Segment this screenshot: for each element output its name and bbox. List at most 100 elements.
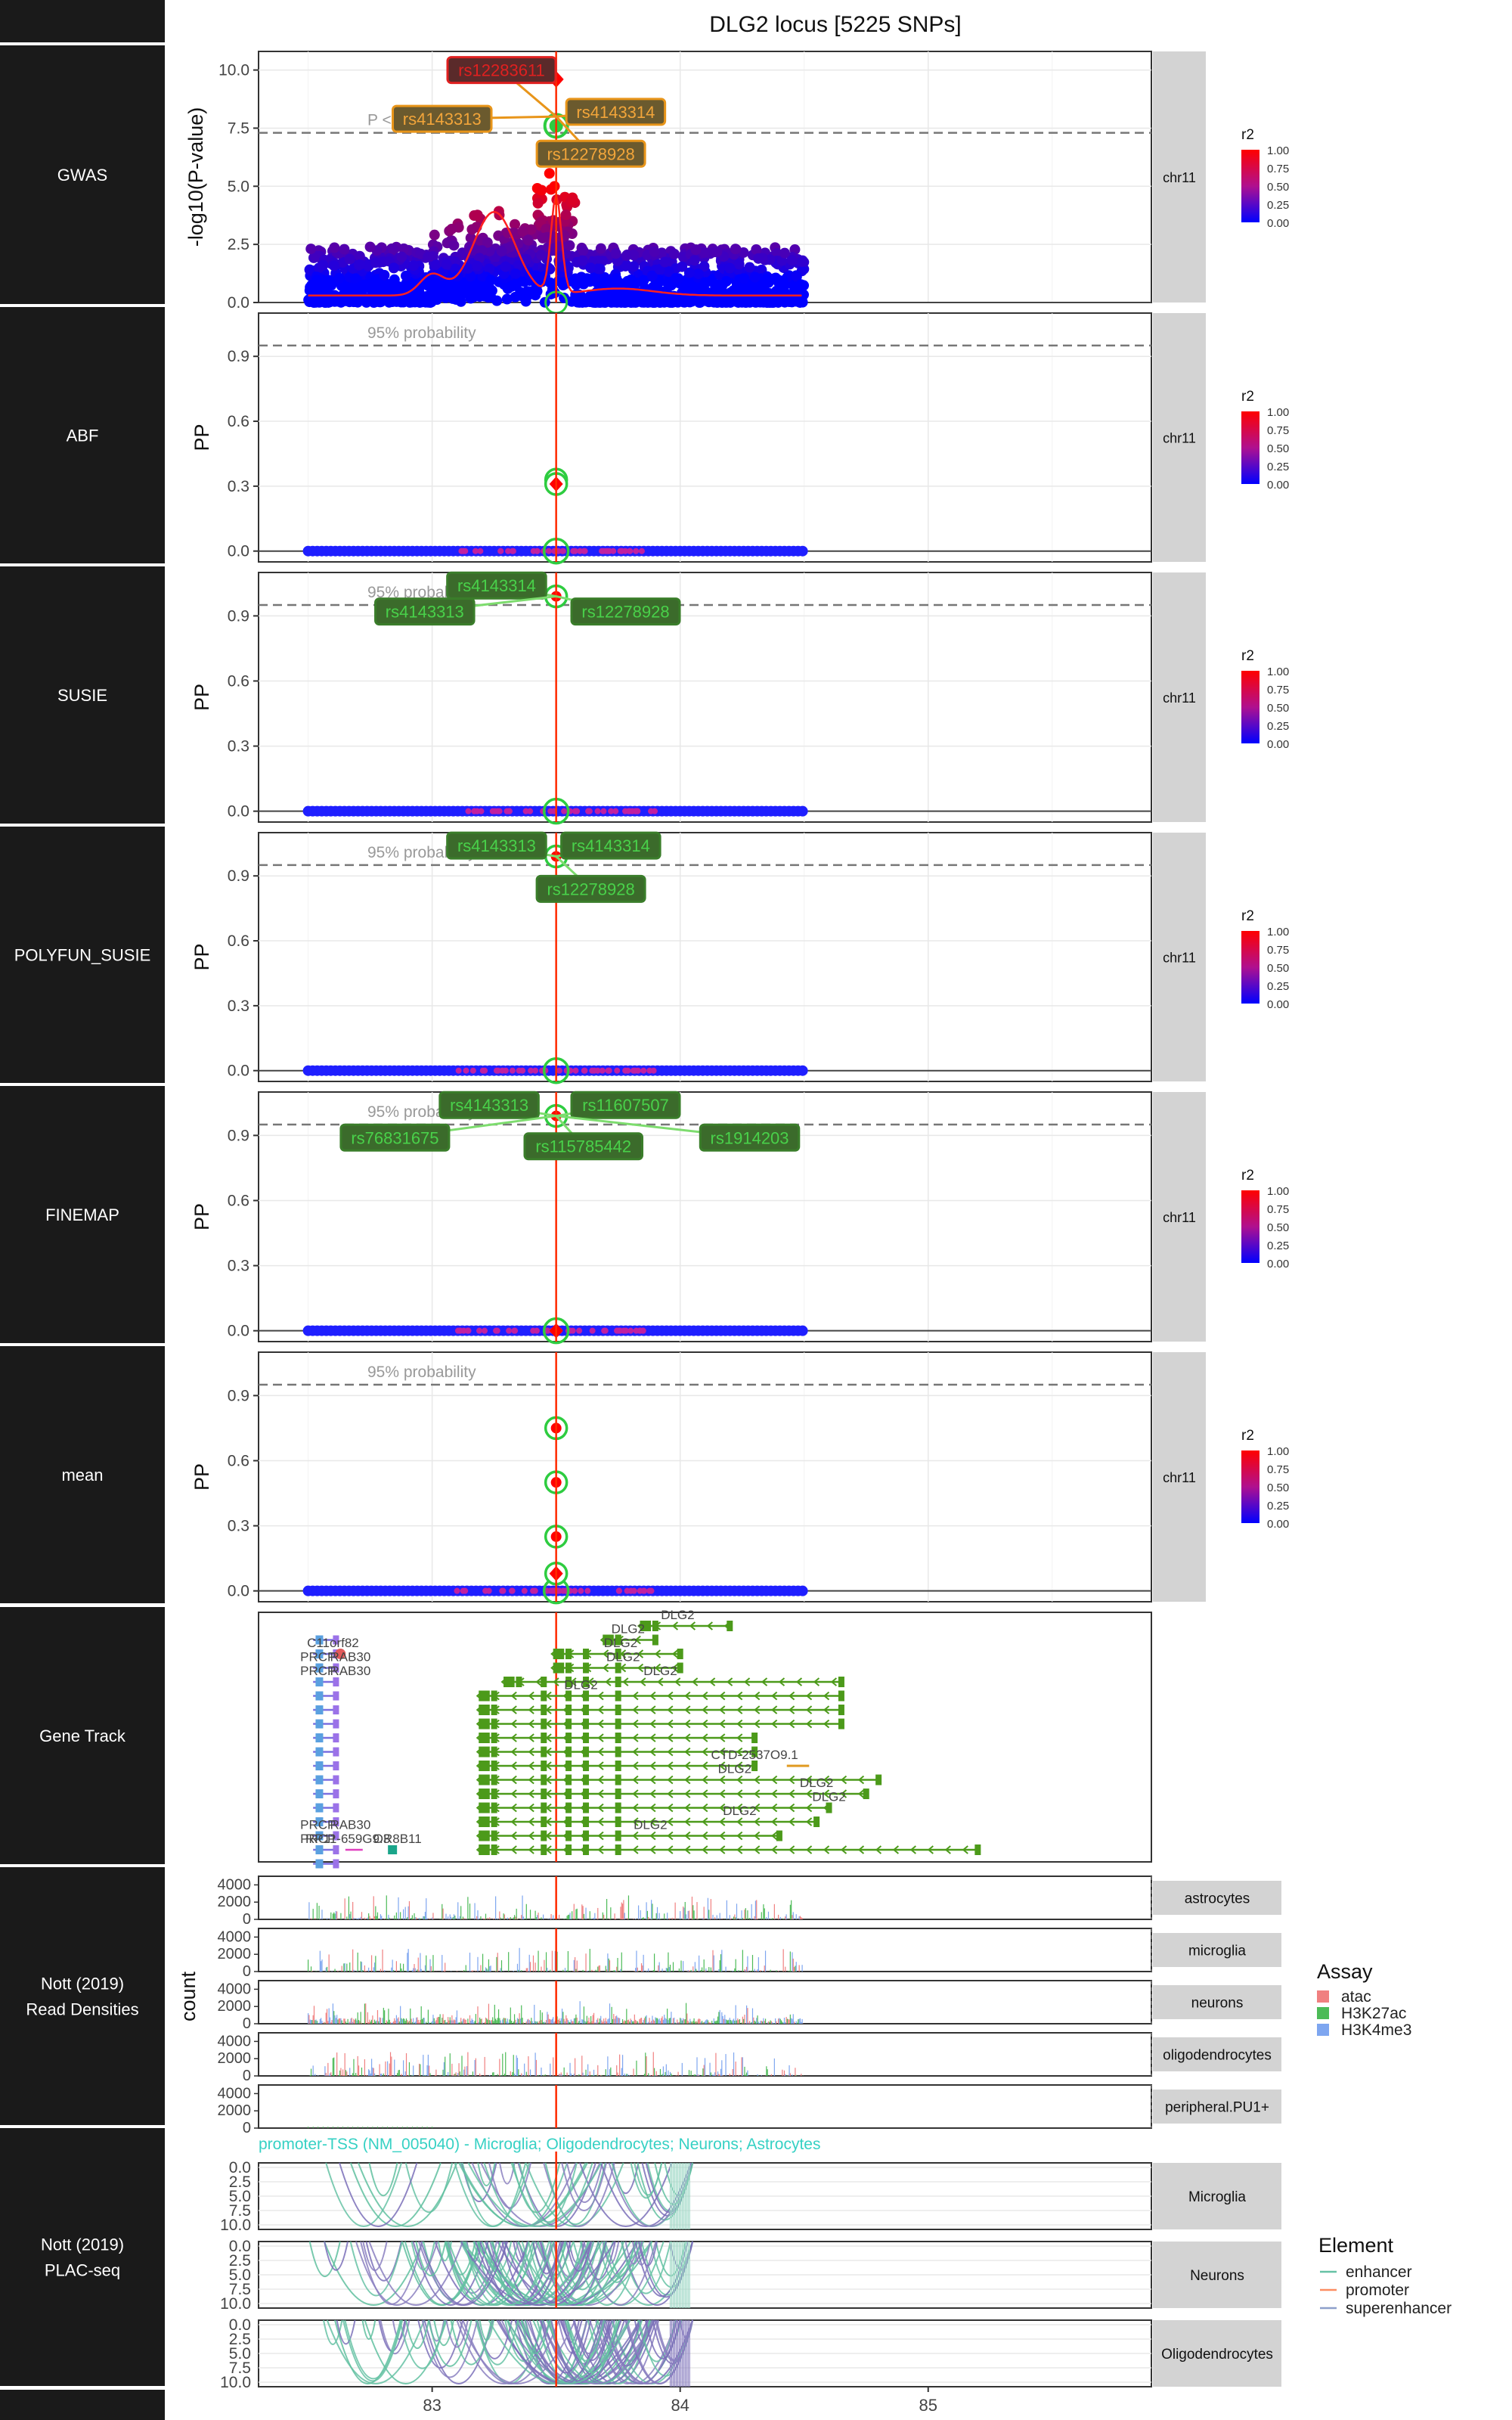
snp-point bbox=[599, 277, 610, 288]
snp-point bbox=[654, 264, 665, 275]
row-strip bbox=[0, 2128, 165, 2386]
snp-point bbox=[544, 168, 555, 179]
snp-point bbox=[512, 277, 523, 288]
facet-label: chr11 bbox=[1163, 170, 1196, 185]
snp-point bbox=[324, 275, 335, 286]
snp-point bbox=[580, 296, 591, 308]
exon bbox=[491, 1718, 497, 1730]
exon bbox=[565, 1761, 572, 1771]
y-axis-label: PP bbox=[191, 684, 213, 711]
snp-points bbox=[302, 805, 808, 817]
snp-point bbox=[496, 246, 507, 257]
gene-label: DLG2 bbox=[800, 1776, 833, 1790]
snp-point bbox=[648, 1587, 655, 1594]
snp-point bbox=[796, 256, 807, 268]
r2-legend: r2 1.00 0.75 0.50 0.25 0.00 bbox=[1241, 648, 1289, 751]
r2-legend-tick: 0.00 bbox=[1267, 1258, 1289, 1270]
snp-point bbox=[549, 181, 560, 192]
label-box bbox=[339, 1123, 451, 1152]
exon bbox=[483, 1718, 490, 1730]
exon bbox=[541, 1802, 547, 1813]
snp-point bbox=[559, 548, 566, 554]
snp-label: rs11607507 bbox=[582, 1096, 669, 1115]
snp-point bbox=[472, 209, 483, 221]
exon bbox=[491, 1746, 497, 1758]
snp-point bbox=[457, 1327, 463, 1334]
snp-point bbox=[505, 548, 512, 554]
exon bbox=[483, 1789, 490, 1799]
snp-point bbox=[477, 548, 484, 554]
exon bbox=[813, 1817, 820, 1827]
snp-points bbox=[303, 168, 810, 308]
y-tick-label: 0.0 bbox=[228, 543, 249, 560]
snp-point bbox=[594, 1067, 601, 1074]
exon bbox=[333, 1677, 339, 1686]
snp-point bbox=[612, 808, 619, 814]
snp-point bbox=[557, 280, 569, 291]
snp-point bbox=[424, 280, 435, 291]
exon bbox=[583, 1844, 590, 1855]
r2-legend-tick: 0.75 bbox=[1267, 684, 1289, 697]
snp-point bbox=[530, 1587, 537, 1594]
row-strip bbox=[0, 1086, 165, 1343]
y-tick-label: 0.9 bbox=[228, 867, 249, 885]
snp-point bbox=[659, 256, 671, 268]
snp-point bbox=[631, 1067, 638, 1074]
snp-labels: rs12283611 rs4143313 rs4143314 rs12278928 bbox=[392, 56, 667, 168]
snp-point bbox=[593, 285, 604, 296]
snp-point bbox=[581, 548, 588, 554]
gene-label: DLG2 bbox=[718, 1762, 751, 1776]
exon bbox=[558, 1662, 565, 1674]
y-tick-label: 4000 bbox=[218, 2033, 252, 2049]
exon bbox=[583, 1733, 590, 1743]
r2-legend-title: r2 bbox=[1241, 1168, 1254, 1184]
row-strip-label: POLYFUN_SUSIE bbox=[14, 946, 151, 965]
snp-point bbox=[638, 548, 645, 554]
exon bbox=[751, 1761, 758, 1771]
exon bbox=[516, 1677, 522, 1687]
snp-point bbox=[499, 1067, 506, 1074]
exon bbox=[565, 1662, 572, 1674]
snp-point bbox=[528, 1067, 534, 1074]
facet-label: microglia bbox=[1188, 1944, 1246, 1959]
exon bbox=[315, 1677, 324, 1686]
y-tick-label: 0.9 bbox=[228, 348, 249, 365]
snp-point bbox=[737, 296, 748, 307]
row-strip bbox=[0, 1867, 165, 2125]
exon bbox=[333, 1691, 339, 1701]
snp-point bbox=[574, 808, 581, 814]
snp-point bbox=[431, 294, 442, 306]
y-tick-label: 0.0 bbox=[228, 1323, 249, 1340]
snp-point bbox=[611, 273, 622, 284]
snp-point bbox=[351, 283, 362, 294]
exon bbox=[315, 1845, 324, 1854]
exon bbox=[483, 1844, 490, 1855]
exon bbox=[838, 1677, 844, 1687]
snp-point bbox=[517, 225, 528, 237]
snp-point bbox=[521, 254, 532, 265]
snp-point bbox=[499, 1587, 506, 1594]
gene-label: DLG2 bbox=[643, 1664, 677, 1678]
snp-point bbox=[624, 1067, 631, 1074]
y-axis-label: -log10(P-value) bbox=[184, 107, 207, 247]
snp-point bbox=[605, 1067, 612, 1074]
snp-point bbox=[590, 296, 601, 308]
snp-point bbox=[677, 261, 688, 272]
exon bbox=[615, 1802, 621, 1813]
row-strip-label: SUSIE bbox=[57, 686, 107, 705]
exon bbox=[615, 1817, 621, 1827]
density-panel bbox=[258, 1876, 1152, 1920]
exon bbox=[838, 1705, 844, 1715]
exon bbox=[315, 1733, 324, 1742]
y-tick-label: 0.0 bbox=[228, 803, 249, 821]
snp-point bbox=[739, 273, 750, 284]
snp-point bbox=[567, 276, 578, 287]
exon bbox=[583, 1830, 590, 1841]
label-box bbox=[565, 98, 667, 126]
snp-point bbox=[728, 285, 739, 296]
y-axis-label: PP bbox=[191, 424, 213, 451]
snp-point bbox=[407, 260, 419, 271]
snp-point bbox=[690, 244, 702, 256]
exon bbox=[615, 1844, 621, 1855]
exon bbox=[615, 1733, 621, 1743]
